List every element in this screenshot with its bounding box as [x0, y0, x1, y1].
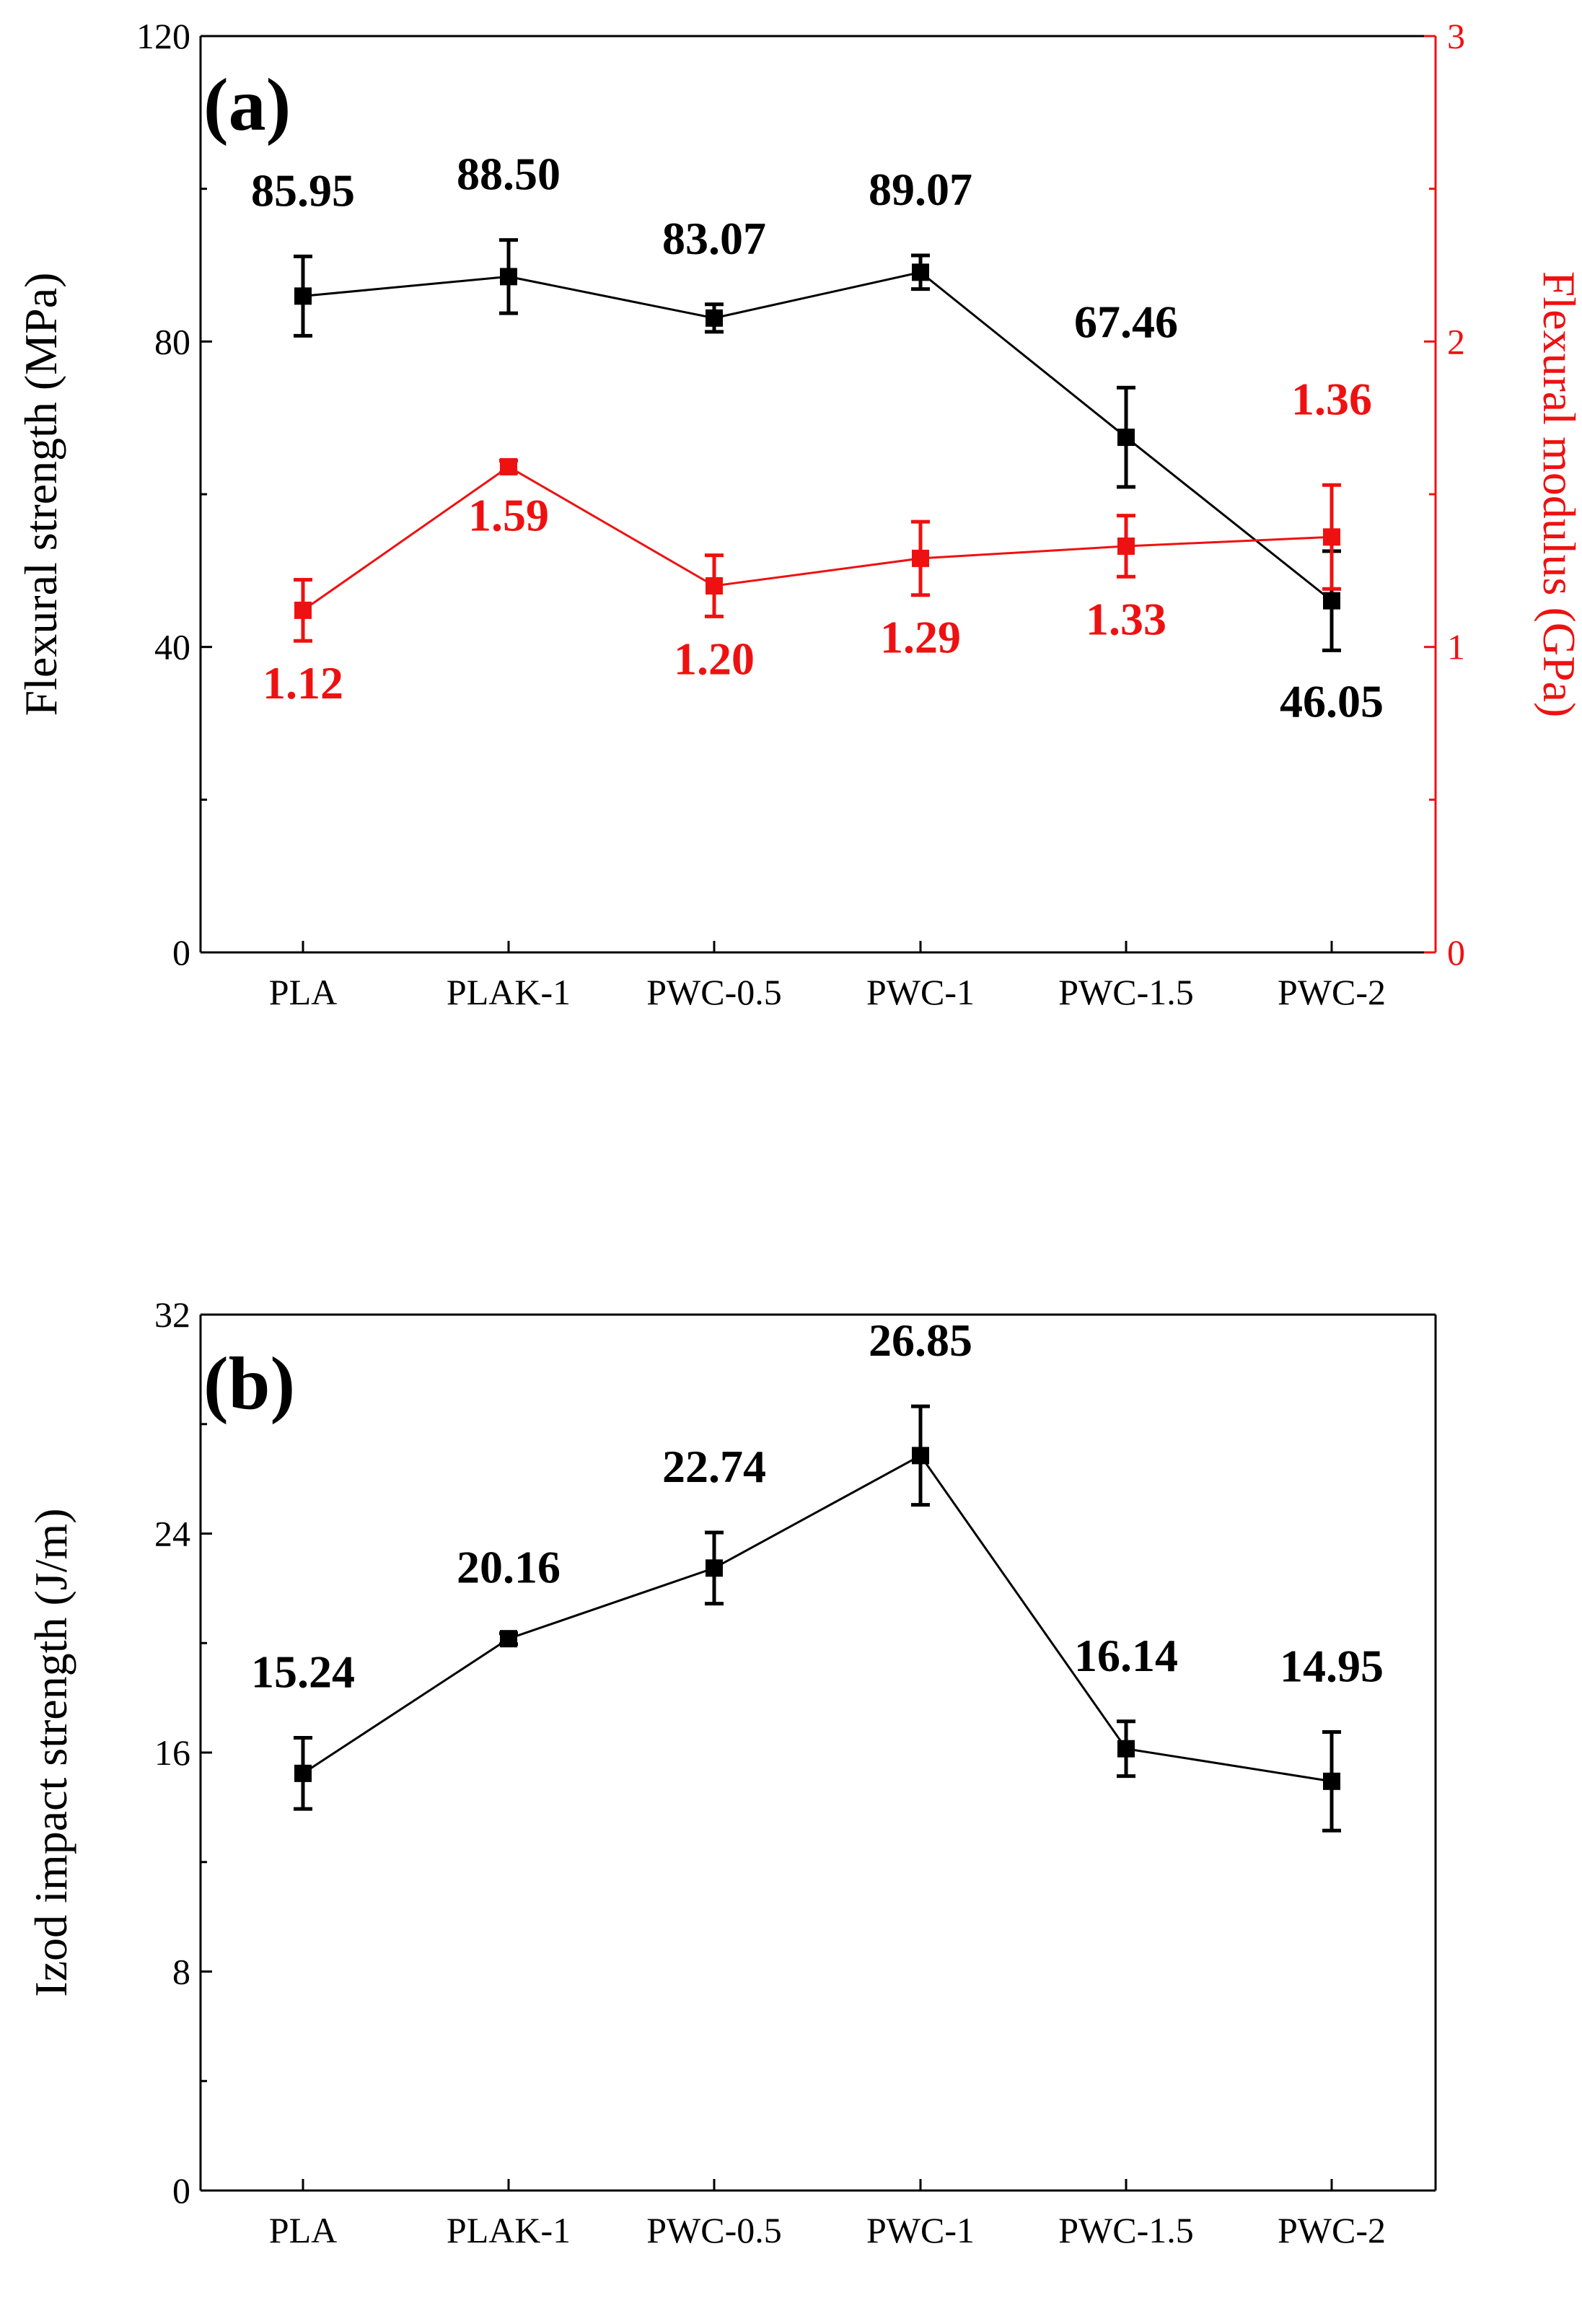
data-point — [912, 549, 929, 567]
data-point — [912, 263, 929, 281]
panel-label: (b) — [203, 1342, 295, 1425]
x-tick-label: PLA — [269, 2210, 337, 2250]
data-label: 26.85 — [869, 1315, 972, 1366]
data-point — [294, 1764, 312, 1782]
x-tick-label: PLAK-1 — [447, 2210, 571, 2250]
series-flexural-strength: 85.95 88.50 83.07 89.07 67.46 46.05 — [251, 149, 1384, 727]
data-point — [706, 309, 723, 327]
data-label: 1.29 — [880, 612, 961, 663]
data-label: 15.24 — [251, 1646, 355, 1698]
data-label: 1.33 — [1086, 593, 1166, 644]
data-label: 20.16 — [457, 1542, 561, 1593]
data-point — [500, 457, 517, 475]
panel-a: 0 40 80 120 0 1 2 3 Flexural modulus (GPa) Flexur… — [15, 16, 1582, 1012]
data-point — [500, 1630, 517, 1648]
data-label: 1.36 — [1291, 373, 1372, 424]
y-right-tick-label: 3 — [1447, 16, 1465, 56]
y-left-axis-title: Flexural strength (MPa) — [15, 273, 66, 716]
data-point — [1323, 592, 1340, 610]
data-point — [1323, 528, 1340, 546]
y-left-tick-label: 8 — [172, 1952, 190, 1992]
y-left-tick-label: 120 — [136, 16, 190, 56]
data-point — [500, 268, 517, 286]
data-point — [1323, 1772, 1340, 1790]
data-point — [294, 287, 312, 305]
y-left-tick-label: 80 — [154, 321, 190, 361]
x-tick-label: PWC-1.5 — [1058, 2210, 1194, 2250]
panel-b: 0 8 16 24 32 Izod impact strength (J/m) PLA PLA… — [25, 1294, 1437, 2250]
panel-label: (a) — [203, 63, 291, 146]
y-right-tick-label: 2 — [1447, 321, 1465, 361]
y-left-tick-label: 0 — [172, 2170, 190, 2211]
data-point — [706, 1559, 723, 1577]
y-left-tick-label: 40 — [154, 627, 190, 667]
x-tick-label: PWC-1 — [866, 2210, 975, 2250]
x-tick-label: PWC-0.5 — [646, 972, 782, 1012]
y-left-tick-label: 16 — [154, 1732, 190, 1773]
y-left-axis-title: Izod impact strength (J/m) — [25, 1508, 76, 1996]
data-label: 83.07 — [662, 213, 766, 264]
data-label: 22.74 — [662, 1441, 766, 1492]
series-line — [302, 1454, 1332, 1783]
data-label: 16.14 — [1074, 1630, 1178, 1681]
y-left-tick-label: 32 — [154, 1294, 190, 1335]
data-point — [706, 577, 723, 595]
x-tick-label: PWC-1.5 — [1058, 972, 1194, 1012]
data-label: 14.95 — [1280, 1641, 1384, 1692]
data-label: 85.95 — [251, 165, 355, 216]
x-tick-label: PWC-0.5 — [646, 2210, 782, 2250]
series-line — [302, 465, 1332, 612]
data-point — [912, 1447, 929, 1465]
x-tick-label: PLA — [269, 972, 337, 1012]
series-flexural-modulus: 1.12 1.59 1.20 1.29 1.33 1.36 — [263, 373, 1372, 709]
data-point — [1117, 429, 1135, 447]
y-left-tick-label: 24 — [154, 1514, 190, 1554]
data-point — [294, 601, 312, 619]
x-tick-label: PWC-1 — [866, 972, 975, 1012]
y-left-tick-label: 0 — [172, 932, 190, 973]
data-label: 1.12 — [263, 657, 343, 709]
series-izod-impact-strength: 15.24 20.16 22.74 26.85 16.14 14.95 — [251, 1315, 1384, 1833]
data-label: 46.05 — [1280, 675, 1384, 727]
data-point — [1117, 1740, 1135, 1758]
y-right-tick-label: 0 — [1447, 932, 1465, 973]
y-right-tick-label: 1 — [1447, 627, 1465, 667]
data-point — [1117, 537, 1135, 555]
data-label: 1.59 — [468, 489, 549, 540]
data-label: 89.07 — [869, 164, 972, 215]
data-label: 67.46 — [1074, 296, 1178, 347]
series-line — [302, 271, 1332, 602]
y-right-axis-title: Flexural modulus (GPa) — [1534, 271, 1582, 718]
x-tick-label: PWC-2 — [1278, 972, 1386, 1012]
data-label: 1.20 — [674, 633, 755, 684]
data-label: 88.50 — [457, 149, 561, 200]
x-tick-label: PWC-2 — [1278, 2210, 1386, 2250]
x-tick-label: PLAK-1 — [447, 972, 571, 1012]
